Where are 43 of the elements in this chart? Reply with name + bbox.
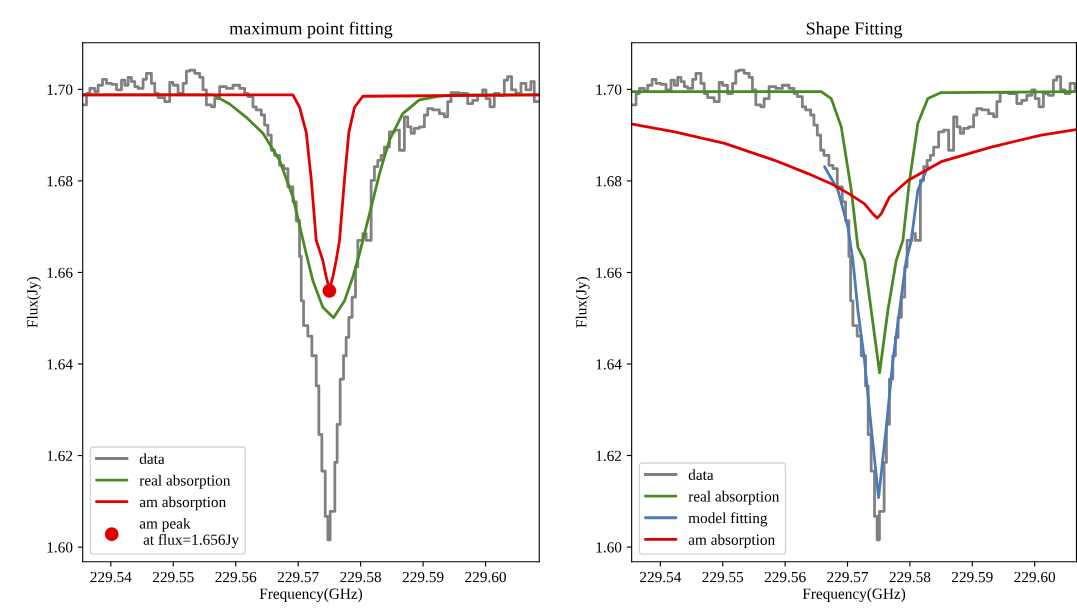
- x-tick-label: 229.54: [90, 571, 132, 583]
- x-tick-label: 229.57: [827, 571, 869, 583]
- x-axis-title: Frequency(GHz): [802, 588, 906, 602]
- y-tick-label: 1.68: [47, 176, 73, 187]
- x-tick-label: 229.56: [215, 571, 257, 583]
- legend-label: model fitting: [688, 512, 768, 527]
- line-series: [631, 122, 1077, 220]
- y-tick-label: 1.60: [47, 542, 73, 553]
- x-tick-label: 229.57: [277, 571, 319, 583]
- legend-label: data: [139, 453, 165, 464]
- x-axis-title: Frequency(GHz): [259, 588, 363, 602]
- y-tick-label: 1.62: [596, 450, 622, 462]
- x-tick-label: 229.55: [152, 571, 194, 583]
- legend-label: real absorption: [688, 490, 780, 505]
- line-series: [631, 90, 1077, 375]
- legend-label: data: [688, 469, 714, 481]
- y-tick-label: 1.64: [596, 359, 622, 370]
- y-tick-label: 1.62: [47, 450, 73, 462]
- x-tick-label: 229.59: [951, 571, 993, 583]
- x-tick-label: 229.60: [1014, 571, 1056, 583]
- y-tick-label: 1.60: [596, 542, 622, 553]
- chart-title: Shape Fitting: [806, 21, 903, 39]
- legend-label: am absorption: [139, 496, 226, 511]
- y-axis-title: Flux(Jy): [575, 276, 590, 328]
- x-tick-label: 229.59: [402, 571, 444, 583]
- y-tick-label: 1.66: [47, 267, 73, 278]
- chart-title: maximum point fitting: [229, 21, 393, 39]
- x-tick-label: 229.54: [640, 571, 682, 583]
- x-tick-label: 229.60: [465, 571, 506, 583]
- y-tick-label: 1.70: [47, 84, 73, 95]
- legend-label: am peak at flux=1.656Jy: [139, 517, 240, 548]
- y-axis-title: Flux(Jy): [26, 276, 41, 328]
- x-tick-label: 229.55: [702, 571, 744, 583]
- x-tick-label: 229.58: [340, 571, 382, 583]
- legend-label: am absorption: [688, 534, 775, 548]
- y-tick-label: 1.70: [596, 84, 622, 95]
- x-tick-label: 229.56: [764, 571, 806, 583]
- line-series: [823, 165, 930, 500]
- y-tick-label: 1.66: [596, 267, 622, 278]
- x-tick-label: 229.58: [889, 571, 931, 583]
- y-tick-label: 1.64: [47, 359, 73, 370]
- legend-label: real absorption: [139, 474, 231, 489]
- y-tick-label: 1.68: [596, 176, 622, 187]
